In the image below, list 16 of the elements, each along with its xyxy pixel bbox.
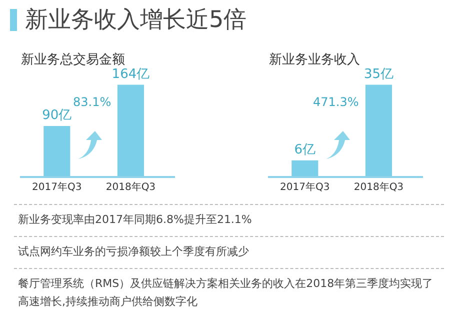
x-tick-label: 2017年Q3 — [32, 181, 82, 193]
text: 餐厅管理系统（RMS）及供应链解决方案相关业务的收入在2018年第三季度均实现了高速增长,持续推动商户供给侧数字化 — [14, 268, 444, 318]
data-label: 90亿 — [42, 108, 72, 123]
text: 新业务收入增长近5倍 — [25, 6, 247, 35]
annotation: 471.3% — [313, 95, 359, 109]
x-tick-label: 2017年Q3 — [280, 181, 330, 193]
x-tick-label: 2018年Q3 — [354, 181, 404, 193]
annotation: 83.1% — [73, 95, 112, 109]
text: 新业务变现率由2017年同期6.8%提升至21.1% — [14, 204, 444, 236]
data-label: 6亿 — [294, 142, 316, 158]
chart-title: 新业务业务收入 — [268, 52, 360, 68]
text: 试点网约车业务的亏损净额较上个季度有所减少 — [14, 236, 444, 268]
chart-title: 新业务总交易金额 — [20, 52, 125, 68]
data-label: 35亿 — [364, 66, 394, 82]
data-label: 164亿 — [112, 66, 150, 82]
x-tick-label: 2018年Q3 — [106, 181, 156, 193]
